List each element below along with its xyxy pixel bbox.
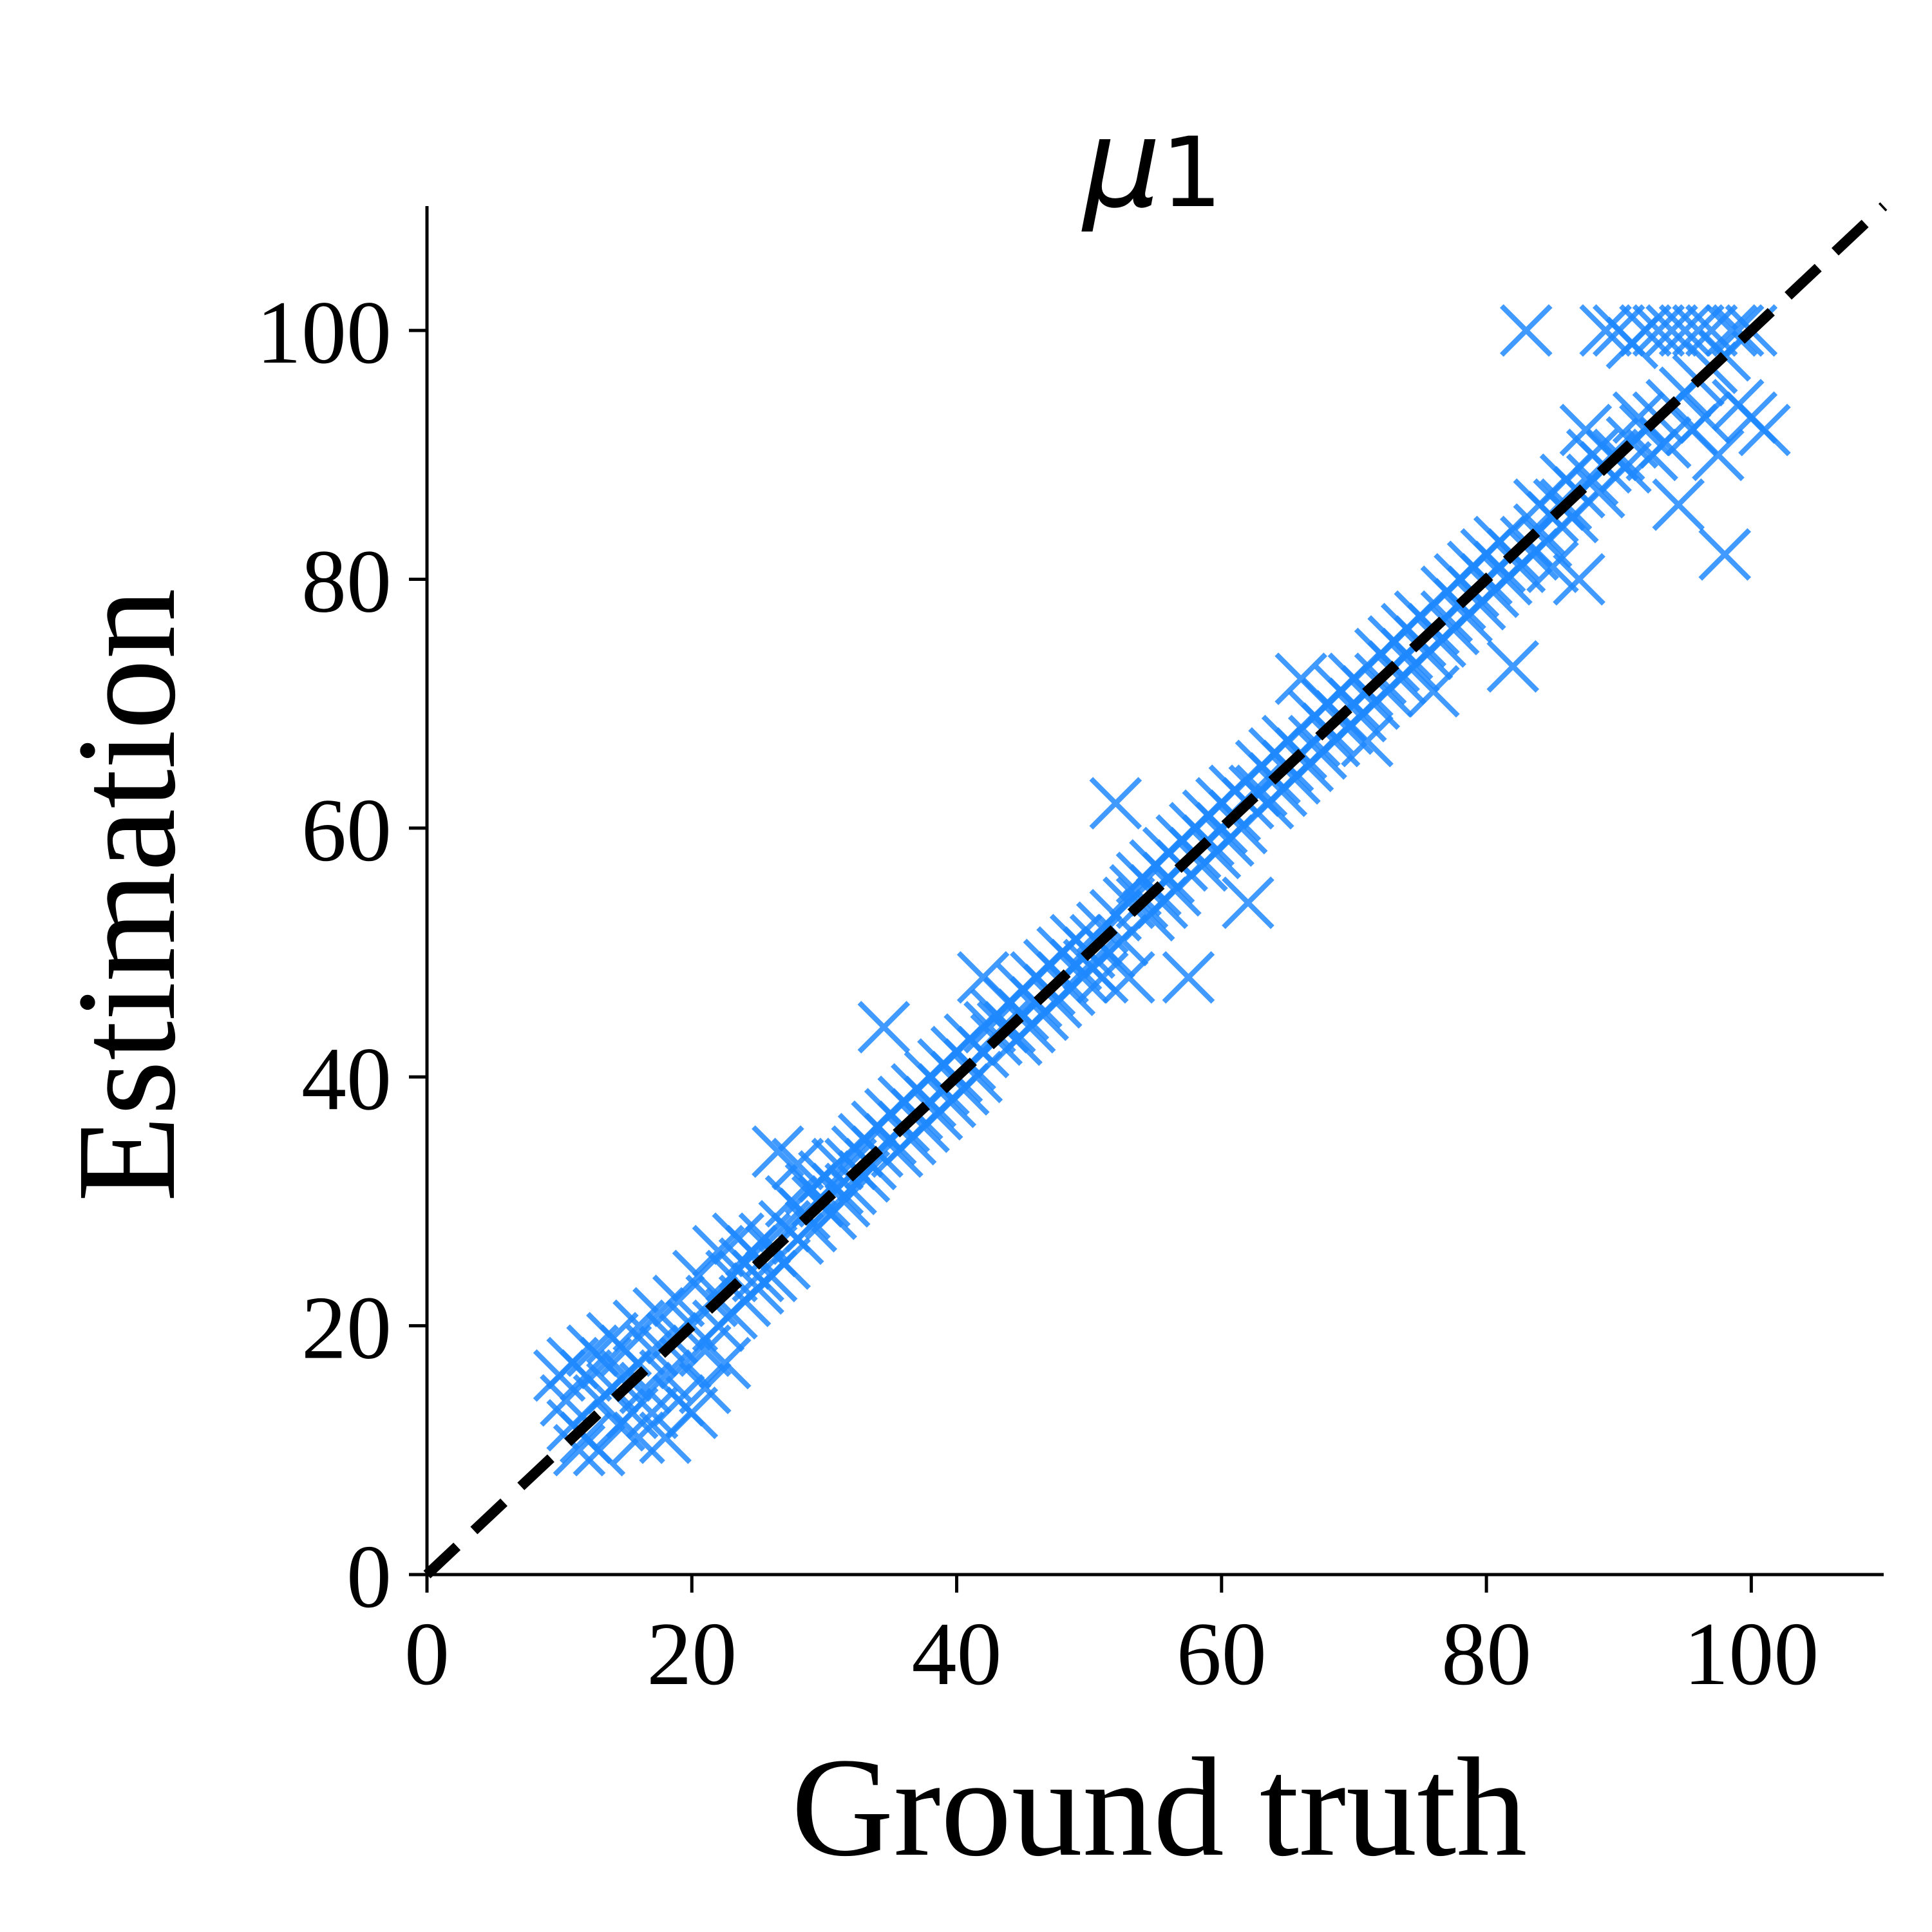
scatter-point — [1738, 403, 1791, 457]
scatter-point — [1407, 665, 1460, 718]
x-tick-label: 20 — [647, 1604, 737, 1704]
scatter-point — [771, 1137, 824, 1191]
y-tick-label: 100 — [256, 283, 392, 383]
scatter-point — [1222, 876, 1274, 929]
x-tick-label: 40 — [912, 1604, 1002, 1704]
scatter-point — [1632, 304, 1685, 357]
scatter-point — [1553, 553, 1605, 606]
scatter-point — [1678, 391, 1732, 444]
identity-reference-line — [423, 202, 1888, 1578]
y-axis-label: Estimation — [48, 588, 205, 1202]
y-axis-ticks: 0 20 40 60 80 100 — [256, 283, 427, 1627]
x-tick-label: 0 — [404, 1604, 450, 1704]
scatter-point — [625, 1387, 679, 1439]
scatter-point — [1658, 304, 1712, 357]
scatter-point — [1526, 540, 1579, 594]
chart-title: μ1 — [1081, 93, 1222, 235]
y-tick-label: 20 — [301, 1278, 392, 1378]
scatter-point — [599, 1324, 652, 1378]
scatter-point — [1619, 304, 1672, 357]
x-axis-ticks: 0 20 40 60 80 100 — [404, 1575, 1819, 1704]
scatter-point — [1089, 777, 1142, 830]
scatter-point — [1499, 304, 1553, 357]
scatter-point — [1711, 304, 1765, 357]
scatter-point — [1692, 428, 1745, 482]
scatter-point — [1652, 478, 1705, 531]
scatter-point — [665, 1387, 719, 1439]
scatter-point — [1486, 639, 1540, 693]
scatter-point — [1579, 304, 1632, 357]
y-tick-label: 40 — [301, 1029, 392, 1129]
chart-title-main: μ — [1081, 93, 1161, 235]
scatter-points — [533, 304, 1791, 1477]
scatter-point — [1162, 951, 1215, 1004]
axes: 0 20 40 60 80 100 0 20 40 60 80 100 — [256, 206, 1884, 1704]
x-axis-label: Ground truth — [791, 1728, 1528, 1886]
x-tick-label: 80 — [1441, 1604, 1531, 1704]
y-tick-label: 80 — [301, 532, 392, 632]
scatter-point — [679, 1361, 732, 1415]
scatter-point — [1109, 864, 1162, 917]
scatter-point — [857, 1001, 911, 1054]
y-tick-label: 0 — [346, 1527, 392, 1627]
scatter-point — [963, 1001, 1016, 1054]
scatter-point — [553, 1423, 606, 1477]
scatter-point — [837, 1150, 891, 1203]
scatter-point — [1103, 951, 1155, 1004]
chart-title-subscript: 1 — [1161, 117, 1222, 229]
x-tick-label: 100 — [1683, 1604, 1819, 1704]
scatter-point — [1685, 304, 1738, 357]
x-tick-label: 60 — [1177, 1604, 1267, 1704]
scatter-point — [698, 1336, 752, 1390]
scatter-point — [1705, 304, 1758, 357]
scatter-point — [1698, 528, 1752, 581]
y-tick-label: 60 — [301, 781, 392, 880]
